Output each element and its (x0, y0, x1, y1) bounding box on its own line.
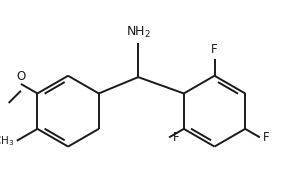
Text: F: F (211, 43, 218, 56)
Text: NH$_2$: NH$_2$ (126, 25, 151, 40)
Text: CH$_3$: CH$_3$ (0, 134, 14, 148)
Text: O: O (16, 70, 25, 83)
Text: F: F (263, 131, 270, 144)
Text: F: F (172, 131, 179, 144)
